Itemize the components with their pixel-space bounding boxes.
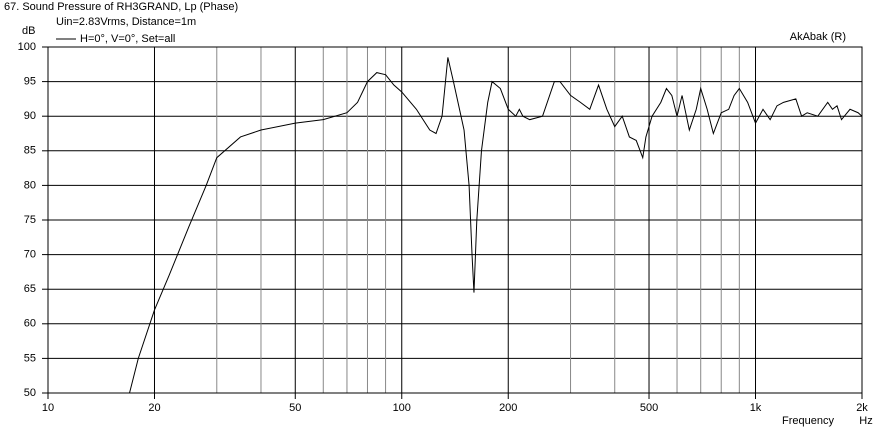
x-tick-label: 500 xyxy=(640,402,658,414)
x-tick-label: 20 xyxy=(148,402,160,414)
y-tick-label: 75 xyxy=(24,214,36,226)
x-tick-label: 50 xyxy=(289,402,301,414)
y-tick-label: 100 xyxy=(18,41,36,53)
legend-label: H=0°, V=0°, Set=all xyxy=(80,33,175,45)
y-tick-label: 85 xyxy=(24,145,36,157)
watermark: AkAbak (R) xyxy=(790,31,846,43)
x-axis-label: Frequency xyxy=(782,415,834,427)
y-tick-label: 60 xyxy=(24,318,36,330)
plot-frame xyxy=(47,46,863,394)
y-tick-label: 70 xyxy=(24,249,36,261)
y-tick-label: 95 xyxy=(24,76,36,88)
series-line xyxy=(129,57,863,394)
x-tick-label: 1k xyxy=(750,402,762,414)
y-axis-label: dB xyxy=(22,25,35,37)
y-tick-label: 90 xyxy=(24,110,36,122)
chart-title: 67. Sound Pressure of RH3GRAND, Lp (Phas… xyxy=(4,1,238,13)
y-tick-label: 80 xyxy=(24,179,36,191)
x-tick-label: 2k xyxy=(856,402,868,414)
x-tick-label: 200 xyxy=(499,402,517,414)
y-tick-label: 65 xyxy=(24,283,36,295)
subtitle: Uin=2.83Vrms, Distance=1m xyxy=(56,16,196,28)
x-tick-label: 10 xyxy=(42,402,54,414)
y-tick-label: 55 xyxy=(24,352,36,364)
x-tick-label: 100 xyxy=(393,402,411,414)
x-axis-unit: Hz xyxy=(859,415,872,427)
y-tick-label: 50 xyxy=(24,387,36,399)
